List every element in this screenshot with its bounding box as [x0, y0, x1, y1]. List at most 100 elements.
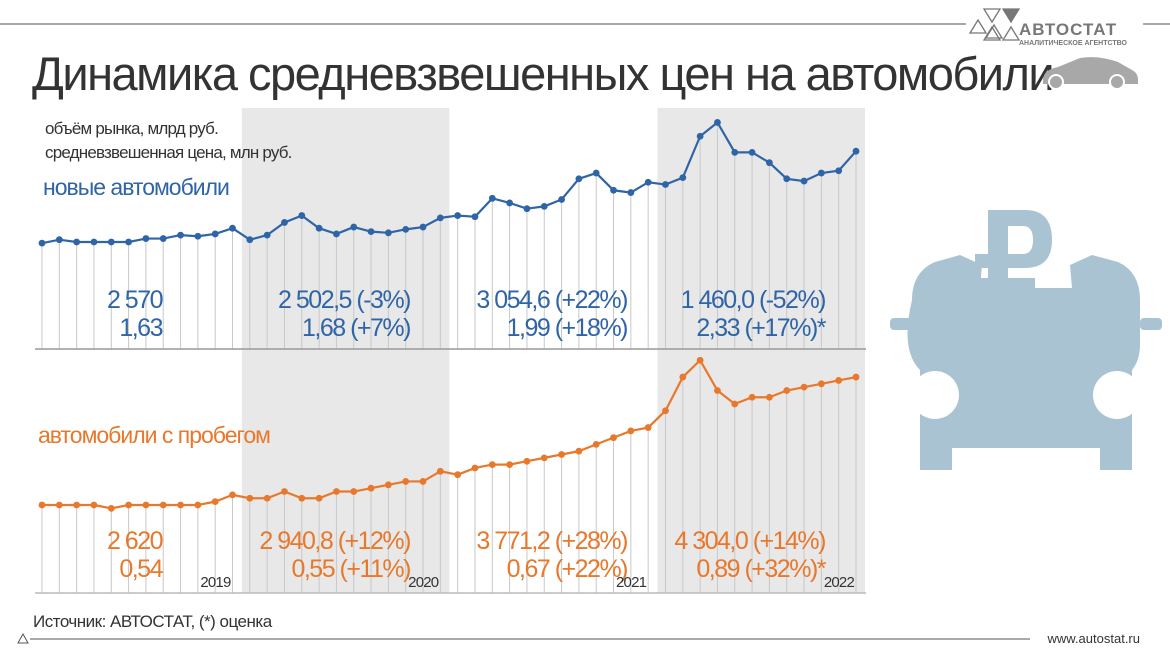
new-cars-point [125, 238, 132, 246]
new-cars-point [488, 194, 496, 202]
used-cars-point [506, 461, 514, 468]
new-cars-point [506, 199, 514, 207]
used-cars-point [107, 504, 115, 512]
used-cars-point [367, 484, 375, 492]
used-cars-point [852, 373, 860, 381]
new-cars-point [471, 213, 479, 221]
used-cars-point [783, 387, 791, 394]
used-annotation-volume: 2 940,8 (+12%) [259, 527, 410, 555]
used-annotation-price: 0,67 (+22%) [507, 555, 628, 583]
new-cars-point [333, 230, 340, 238]
used-cars-point [696, 356, 704, 364]
new-cars-point [454, 212, 462, 219]
new-cars-point [142, 235, 150, 242]
new-annotation-price: 2,33 (+17%)* [696, 314, 826, 342]
used-cars-point [194, 501, 202, 509]
used-annotation-volume: 4 304,0 (+14%) [674, 527, 825, 555]
used-cars-point [55, 501, 63, 509]
used-cars-point [402, 478, 410, 485]
logo-name: АВТОСТАТ [1019, 20, 1117, 39]
new-cars-point [748, 148, 756, 156]
car-ruble-icon [890, 210, 1162, 470]
new-cars-point [800, 177, 808, 185]
new-cars-point [159, 235, 167, 242]
used-cars-point [627, 427, 635, 435]
used-cars-point [90, 501, 98, 509]
year-label: 2020 [408, 574, 439, 591]
page-title: Динамика средневзвешенных цен на автомоб… [32, 47, 1053, 100]
vertical-gridlines [41, 122, 857, 593]
used-cars-point [488, 461, 496, 468]
new-cars-point [107, 238, 115, 246]
new-cars-point [592, 169, 600, 177]
used-cars-point [714, 387, 721, 394]
year-labels: 2019 2020 2021 2022 [200, 574, 855, 591]
used-cars-point [558, 451, 565, 458]
new-cars-point [90, 238, 98, 246]
used-cars-point [471, 464, 479, 472]
used-annotation-volume: 2 620 [107, 527, 163, 555]
shaded-band-2020 [241, 108, 450, 593]
logo-tagline: АНАЛИТИЧЕСКОЕ АГЕНТСТВО [1019, 40, 1128, 47]
website-link[interactable]: www.autostat.ru [1047, 631, 1141, 646]
used-cars-point [419, 478, 427, 485]
units-volume: объём рынка, млрд руб. [45, 119, 218, 138]
new-cars-point [177, 231, 184, 239]
new-cars-point [350, 223, 358, 231]
used-cars-point [125, 501, 132, 509]
new-cars-point [627, 189, 635, 196]
new-annotation-price: 1,99 (+18%) [507, 314, 628, 342]
new-cars-point [384, 229, 392, 237]
used-cars-point [350, 488, 358, 495]
used-cars-point [436, 467, 444, 475]
new-cars-point [419, 223, 427, 231]
used-cars-point [817, 380, 825, 388]
used-cars-point [800, 383, 808, 391]
new-cars-point [766, 159, 773, 167]
year-label: 2019 [200, 574, 231, 591]
year-label: 2021 [616, 574, 647, 591]
used-cars-point [246, 494, 254, 502]
series-lines [38, 119, 860, 512]
new-cars-point [575, 175, 583, 183]
used-cars-point [835, 377, 843, 384]
used-annotation-volume: 3 771,2 (+28%) [476, 527, 627, 555]
used-cars-point [298, 494, 306, 502]
new-cars-title: новые автомобили [43, 174, 229, 200]
used-cars-point [679, 373, 687, 381]
used-cars-point [142, 501, 150, 509]
new-cars-point [367, 228, 375, 236]
used-cars-point [73, 501, 81, 509]
used-cars-point [315, 494, 323, 502]
new-cars-point [679, 174, 687, 182]
new-cars-point [662, 181, 669, 188]
new-cars-point [696, 132, 704, 140]
new-annotation-volume: 2 570 [107, 286, 163, 314]
used-cars-point [766, 393, 773, 401]
new-cars-point [558, 196, 565, 203]
new-annotation-price: 1,68 (+7%) [302, 314, 410, 342]
used-cars-point [575, 447, 583, 455]
new-cars-point [298, 212, 306, 219]
autostat-logo-icon [968, 8, 1021, 41]
new-cars-point [540, 202, 548, 210]
new-annotation-volume: 2 502,5 (-3%) [278, 286, 410, 314]
used-cars-point [748, 393, 756, 401]
used-cars-title: автомобили с пробегом [38, 422, 270, 448]
new-cars-point [817, 169, 825, 177]
new-cars-point [644, 178, 652, 186]
used-cars-point [333, 488, 340, 495]
new-cars-point [714, 119, 721, 126]
used-cars-point [610, 434, 617, 442]
new-annotation-volume: 1 460,0 (-52%) [681, 286, 826, 314]
used-cars-point [211, 498, 219, 506]
used-cars-point [662, 407, 669, 415]
new-cars-point [246, 236, 254, 244]
used-cars-point [454, 471, 462, 479]
new-cars-point [315, 224, 323, 232]
new-cars-point [835, 167, 843, 175]
new-cars-point [55, 236, 63, 244]
sedan-car-icon [1043, 57, 1138, 90]
new-cars-point [610, 186, 617, 194]
